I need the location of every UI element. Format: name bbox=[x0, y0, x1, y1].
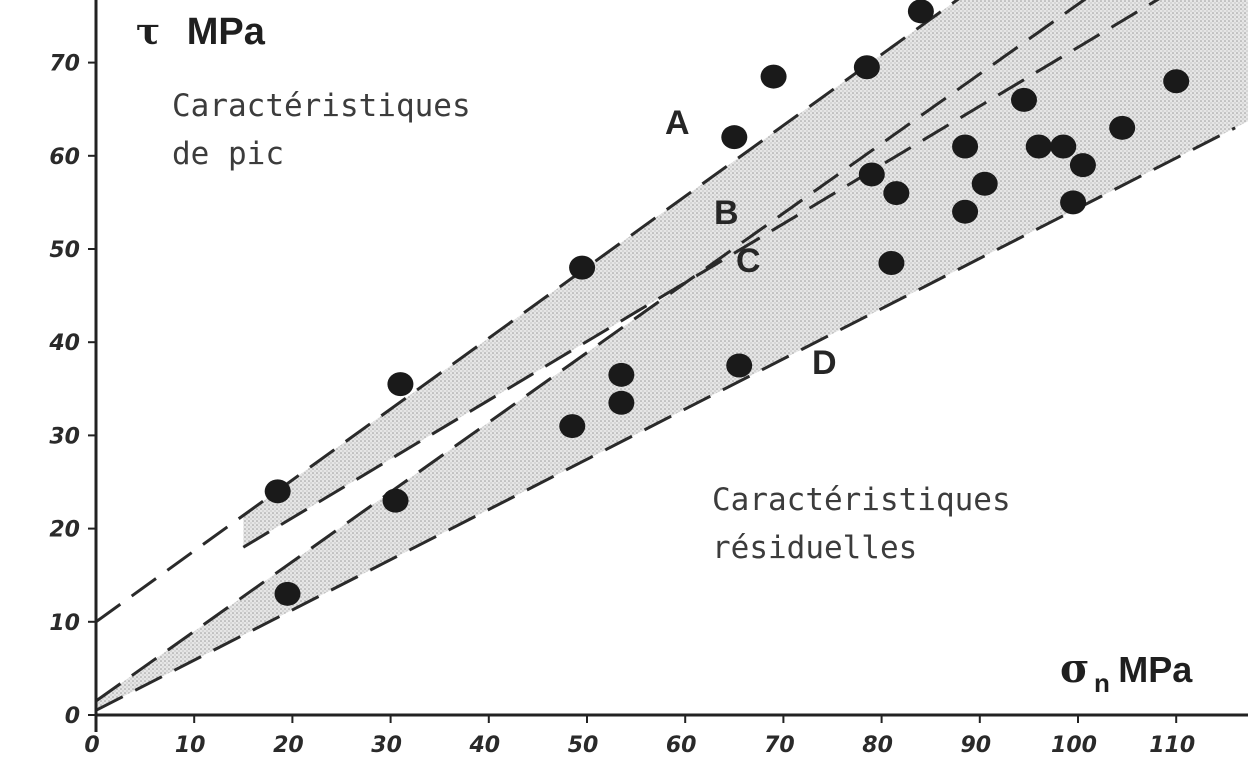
x-axis-unit: MPa bbox=[1118, 649, 1193, 690]
data-point bbox=[608, 390, 635, 415]
data-point bbox=[971, 171, 998, 196]
envelope-line-a bbox=[95, 0, 960, 624]
line-label-c: C bbox=[736, 242, 761, 280]
envelope-lines bbox=[95, 0, 1236, 712]
peak-annotation-line2: de pic bbox=[172, 136, 284, 172]
y-axis-title: τ MPa bbox=[136, 11, 266, 53]
x-tick-label: 70 bbox=[764, 733, 795, 758]
x-tick-label: 0 bbox=[84, 733, 99, 758]
data-point bbox=[559, 414, 586, 439]
y-tick-label: 40 bbox=[48, 331, 80, 356]
y-tick-label: 30 bbox=[49, 424, 80, 449]
peak-annotation: Caractéristiques de pic bbox=[172, 88, 489, 172]
x-tick-label: 10 bbox=[175, 733, 206, 758]
data-point bbox=[1050, 134, 1077, 159]
data-point bbox=[382, 488, 409, 513]
peak-annotation-line1: Caractéristiques bbox=[172, 88, 471, 124]
x-tick-label: 30 bbox=[371, 733, 402, 758]
data-point bbox=[878, 250, 905, 275]
y-tick-label: 10 bbox=[49, 611, 80, 636]
data-point bbox=[952, 134, 979, 159]
data-point bbox=[883, 181, 910, 206]
x-tick-label: 100 bbox=[1051, 733, 1097, 758]
data-point bbox=[952, 199, 979, 224]
data-point bbox=[264, 479, 291, 504]
data-point bbox=[569, 255, 596, 280]
data-point bbox=[721, 125, 748, 150]
residual-annotation-line2: résiduelles bbox=[712, 530, 917, 566]
line-label-d: D bbox=[812, 344, 837, 382]
data-point bbox=[726, 353, 753, 378]
x-axis-subscript: n bbox=[1094, 668, 1110, 698]
x-tick-label: 90 bbox=[960, 733, 991, 758]
y-axis-symbol: τ bbox=[136, 11, 160, 53]
x-axis-title: σ n MPa bbox=[1060, 645, 1193, 698]
x-tick-label: 40 bbox=[468, 733, 500, 758]
y-tick-label: 0 bbox=[65, 704, 80, 729]
line-label-b: B bbox=[714, 194, 739, 232]
data-point bbox=[760, 64, 787, 89]
data-point bbox=[1010, 87, 1037, 112]
data-point bbox=[1025, 134, 1052, 159]
data-point bbox=[608, 362, 635, 387]
envelope-line-c bbox=[95, 0, 1087, 703]
line-label-a: A bbox=[665, 104, 690, 142]
data-point bbox=[1069, 153, 1096, 178]
x-tick-label: 20 bbox=[273, 733, 304, 758]
x-tick-label: 80 bbox=[862, 733, 893, 758]
data-point bbox=[1163, 69, 1190, 94]
shaded-band-cd bbox=[96, 0, 1248, 711]
x-tick-label: 50 bbox=[568, 733, 599, 758]
y-tick-label: 20 bbox=[49, 518, 80, 543]
residual-annotation: Caractéristiques résiduelles bbox=[712, 482, 1029, 566]
x-axis-symbol: σ bbox=[1060, 645, 1090, 692]
data-point bbox=[853, 55, 880, 80]
envelope-line-d bbox=[95, 126, 1236, 712]
envelope-line-b bbox=[242, 0, 1160, 549]
data-point bbox=[907, 0, 934, 24]
x-tick-label: 110 bbox=[1149, 733, 1195, 758]
data-point bbox=[274, 581, 301, 606]
data-points bbox=[264, 0, 1190, 606]
y-tick-label: 60 bbox=[49, 145, 80, 170]
x-tick-label: 60 bbox=[666, 733, 697, 758]
axis-ticks: 0102030405060708090100110101020304050607… bbox=[48, 52, 1195, 758]
data-point bbox=[387, 372, 414, 397]
y-axis-unit: MPa bbox=[187, 11, 266, 53]
residual-annotation-line1: Caractéristiques bbox=[712, 482, 1011, 518]
y-tick-label: 50 bbox=[49, 238, 80, 263]
data-point bbox=[858, 162, 885, 187]
y-tick-label: 70 bbox=[49, 52, 80, 77]
data-point bbox=[1060, 190, 1087, 215]
data-point bbox=[1109, 115, 1136, 140]
